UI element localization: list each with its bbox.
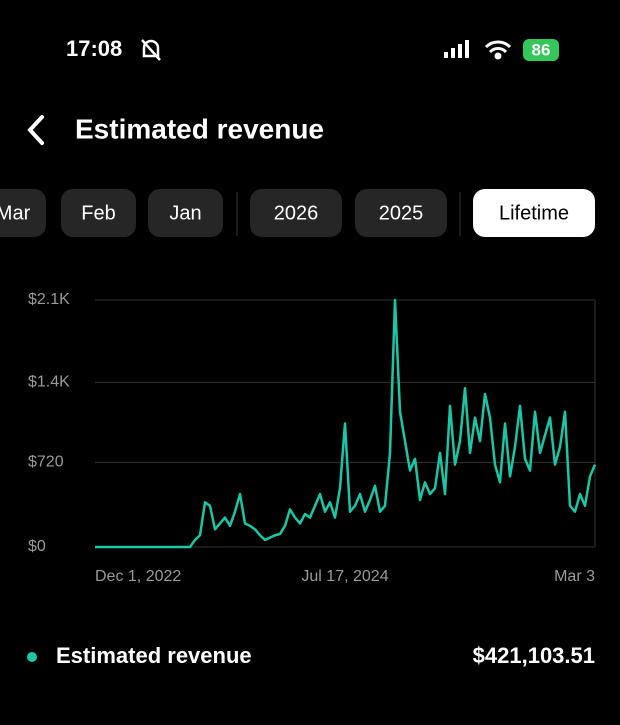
tab[interactable] xyxy=(0,189,46,237)
y-tick-label: $720 xyxy=(28,454,64,471)
tab[interactable] xyxy=(355,189,447,237)
tab-label[interactable]: Jan xyxy=(169,202,201,224)
x-tick-label: Jul 17, 2024 xyxy=(301,568,388,585)
wifi-icon xyxy=(484,40,512,60)
battery xyxy=(523,39,559,61)
tab-label[interactable]: Lifetime xyxy=(499,202,569,224)
legend-marker xyxy=(27,652,37,662)
page-title: Estimated revenue xyxy=(75,113,324,144)
total-value: $421,103.51 xyxy=(473,643,595,668)
tab-label[interactable]: 2026 xyxy=(274,202,319,224)
signal-icon xyxy=(444,40,469,58)
x-tick-label: Mar 3 xyxy=(554,568,595,585)
status-time: 17:08 xyxy=(66,36,122,61)
y-tick-label: $1.4K xyxy=(28,374,70,391)
y-tick-label: $2.1K xyxy=(28,291,70,308)
tab[interactable] xyxy=(473,189,595,237)
legend-label: Estimated revenue xyxy=(56,643,252,668)
tab-label[interactable]: 2025 xyxy=(379,202,424,224)
tab-label[interactable]: Feb xyxy=(81,202,115,224)
tab[interactable] xyxy=(148,189,223,237)
tab[interactable] xyxy=(250,189,342,237)
y-tick-label: $0 xyxy=(28,538,46,555)
back-button[interactable] xyxy=(27,115,44,145)
tab-label[interactable]: Mar xyxy=(0,202,31,224)
mute-icon xyxy=(141,39,161,61)
tab-bar: Mar Feb Jan 2026 2025 Lifetime xyxy=(0,189,595,237)
tab[interactable] xyxy=(61,189,136,237)
x-tick-label: Dec 1, 2022 xyxy=(95,568,181,585)
chart: $0 $720 $1.4K $2.1K Dec 1, 2022 Jul 17, 2024 M… xyxy=(28,291,597,585)
battery-level: 86 xyxy=(532,40,551,59)
revenue-line xyxy=(95,298,597,549)
